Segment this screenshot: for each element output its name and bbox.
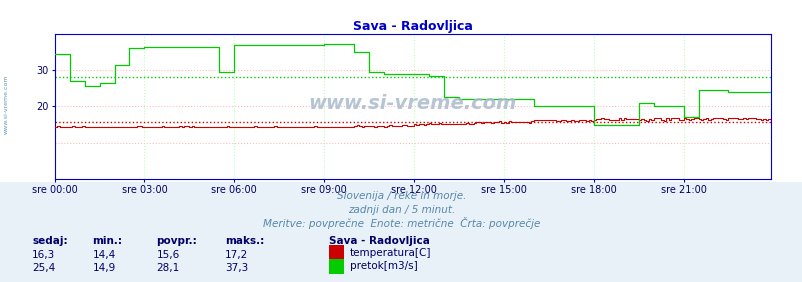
- Text: 28,1: 28,1: [156, 263, 180, 273]
- Text: www.si-vreme.com: www.si-vreme.com: [308, 94, 516, 113]
- Text: pretok[m3/s]: pretok[m3/s]: [350, 261, 417, 271]
- Text: povpr.:: povpr.:: [156, 236, 197, 246]
- Text: www.si-vreme.com: www.si-vreme.com: [4, 75, 9, 134]
- Text: min.:: min.:: [92, 236, 122, 246]
- Text: sedaj:: sedaj:: [32, 236, 67, 246]
- Text: 15,6: 15,6: [156, 250, 180, 260]
- Text: Slovenija / reke in morje.: Slovenija / reke in morje.: [336, 191, 466, 201]
- Text: Meritve: povprečne  Enote: metrične  Črta: povprečje: Meritve: povprečne Enote: metrične Črta:…: [262, 217, 540, 229]
- Text: Sava - Radovljica: Sava - Radovljica: [329, 236, 430, 246]
- Text: 14,4: 14,4: [92, 250, 115, 260]
- Text: 14,9: 14,9: [92, 263, 115, 273]
- Text: temperatura[C]: temperatura[C]: [350, 248, 431, 258]
- Text: maks.:: maks.:: [225, 236, 264, 246]
- Title: Sava - Radovljica: Sava - Radovljica: [352, 20, 472, 33]
- Text: 16,3: 16,3: [32, 250, 55, 260]
- Text: 37,3: 37,3: [225, 263, 248, 273]
- Text: 17,2: 17,2: [225, 250, 248, 260]
- Text: 25,4: 25,4: [32, 263, 55, 273]
- Text: zadnji dan / 5 minut.: zadnji dan / 5 minut.: [347, 205, 455, 215]
